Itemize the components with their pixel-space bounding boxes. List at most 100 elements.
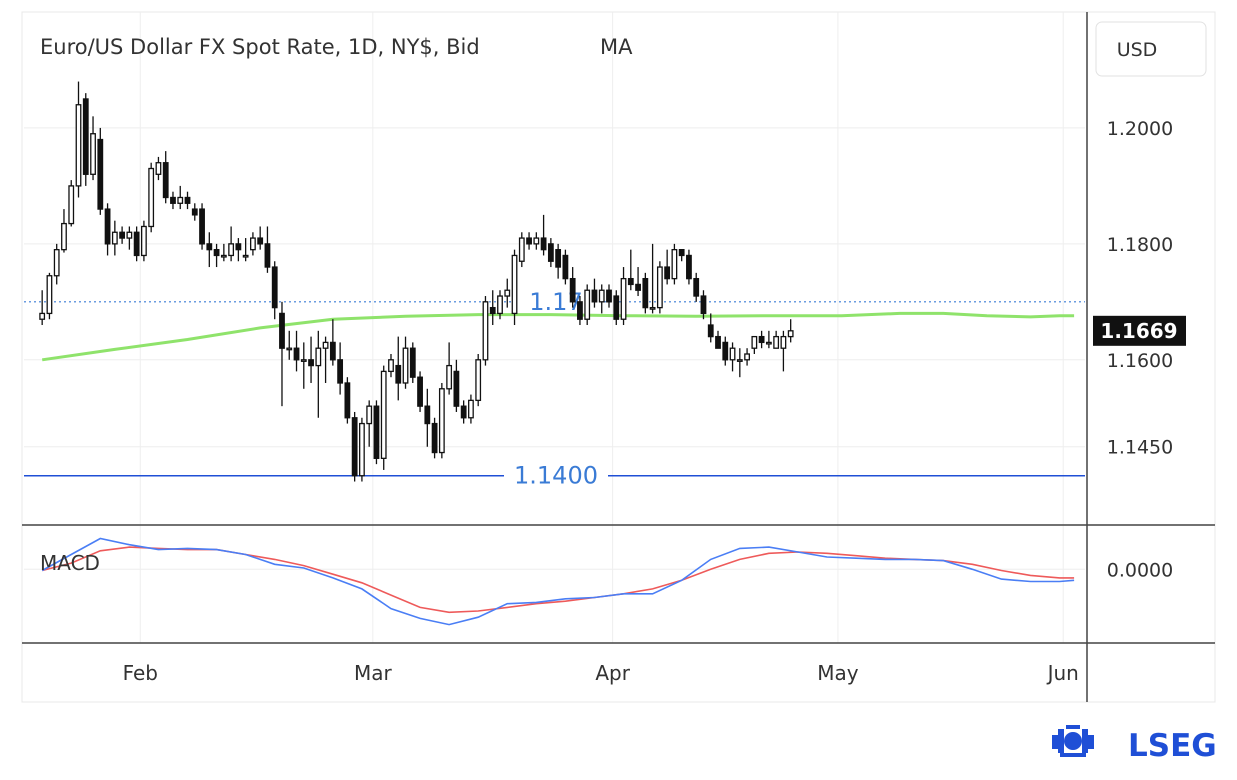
candle-body-down bbox=[170, 196, 176, 204]
candle-body-up bbox=[438, 388, 445, 454]
candle-body-up bbox=[765, 341, 772, 345]
candle bbox=[380, 365, 387, 470]
candle bbox=[787, 319, 794, 343]
candle-body-up bbox=[729, 347, 736, 361]
candle-body-up bbox=[220, 254, 227, 258]
candle bbox=[649, 243, 656, 314]
candle-body-down bbox=[562, 254, 569, 280]
candle-body-down bbox=[627, 277, 634, 286]
candle-body-down bbox=[329, 341, 336, 361]
candle bbox=[68, 180, 75, 227]
candle-body-up bbox=[322, 341, 329, 349]
candle bbox=[417, 371, 423, 412]
candle bbox=[722, 336, 729, 366]
candle bbox=[642, 272, 649, 314]
candle-body-up bbox=[533, 237, 540, 245]
candle bbox=[322, 336, 329, 383]
macd-line bbox=[41, 537, 1075, 626]
candle-body-down bbox=[686, 254, 692, 280]
annotation-label: 1.1400 bbox=[514, 462, 598, 490]
candle bbox=[511, 249, 518, 326]
candle-body-down bbox=[206, 243, 213, 251]
price-tick-label: 1.1800 bbox=[1107, 234, 1173, 256]
annotations: 1.171.1400 bbox=[24, 288, 1085, 490]
candle bbox=[438, 382, 445, 459]
candle bbox=[235, 238, 242, 262]
candle bbox=[191, 203, 198, 221]
candle bbox=[598, 284, 605, 314]
candle bbox=[468, 394, 474, 424]
candle-body-up bbox=[656, 266, 663, 309]
candle bbox=[242, 238, 249, 262]
candle-body-down bbox=[184, 196, 191, 204]
candle bbox=[635, 267, 641, 297]
candle bbox=[729, 342, 736, 372]
candle bbox=[351, 411, 358, 482]
candle bbox=[453, 359, 460, 412]
candle bbox=[329, 319, 336, 366]
last-price-badge bbox=[1093, 315, 1186, 346]
currency-box[interactable] bbox=[1095, 21, 1207, 77]
candle-body-down bbox=[162, 162, 169, 199]
candle-body-up bbox=[736, 359, 743, 362]
candle bbox=[773, 330, 780, 349]
candle-body-down bbox=[279, 312, 285, 349]
candle-body-down bbox=[257, 237, 264, 245]
time-axis-labels: Feb Mar Apr May Jun bbox=[123, 661, 1079, 685]
candle-body-up bbox=[751, 335, 758, 349]
candle-body-down bbox=[540, 237, 547, 251]
candle-body-down bbox=[606, 289, 612, 303]
candle-body-down bbox=[417, 376, 423, 407]
candle bbox=[279, 301, 285, 407]
candle bbox=[758, 330, 765, 349]
candle bbox=[213, 243, 220, 268]
candle-body-up bbox=[518, 237, 525, 262]
candle bbox=[562, 249, 569, 285]
candle-body-up bbox=[475, 359, 482, 402]
currency-label: USD bbox=[1117, 39, 1158, 61]
candle-body-down bbox=[97, 138, 104, 210]
candle bbox=[39, 290, 46, 326]
candle-body-down bbox=[591, 289, 598, 303]
candle bbox=[315, 330, 322, 418]
candle bbox=[155, 156, 162, 181]
candle-body-down bbox=[395, 364, 402, 384]
candle bbox=[220, 243, 227, 262]
candle-body-up bbox=[497, 295, 503, 315]
candle bbox=[97, 127, 104, 215]
candle bbox=[359, 417, 365, 482]
candle bbox=[264, 226, 271, 273]
candle bbox=[482, 296, 489, 366]
candle-body-up bbox=[111, 231, 118, 245]
candle-body-down bbox=[119, 231, 126, 239]
candle-body-up bbox=[366, 405, 373, 425]
candle bbox=[504, 278, 511, 308]
indicator-label[interactable]: MA bbox=[600, 35, 633, 59]
candle bbox=[184, 191, 191, 210]
candle-body-up bbox=[511, 254, 518, 315]
candle-body-down bbox=[758, 335, 765, 344]
candle-body-down bbox=[722, 341, 729, 361]
candle-body-down bbox=[453, 370, 460, 407]
candle bbox=[141, 220, 147, 262]
last-price-value: 1.1669 bbox=[1100, 319, 1177, 343]
candle bbox=[780, 330, 787, 372]
candle-body-up bbox=[75, 104, 82, 187]
candle-body-down bbox=[635, 283, 641, 291]
moving-average-line bbox=[41, 311, 1075, 362]
price-tick-label: 1.1450 bbox=[1107, 437, 1173, 459]
candle bbox=[489, 290, 496, 326]
candle bbox=[119, 226, 126, 244]
candle bbox=[700, 290, 707, 320]
candle bbox=[300, 342, 307, 389]
candle bbox=[344, 377, 351, 424]
candle bbox=[431, 417, 438, 459]
lseg-logo: LSEG bbox=[1052, 725, 1217, 764]
candle bbox=[61, 209, 67, 253]
price-axis-labels: 1.2000 1.1800 1.1600 1.1450 bbox=[1107, 118, 1173, 459]
candle-body-down bbox=[293, 347, 300, 361]
candle bbox=[678, 249, 685, 262]
candle bbox=[591, 278, 598, 308]
time-tick-label: Apr bbox=[595, 661, 630, 685]
candle-body-up bbox=[380, 370, 387, 459]
